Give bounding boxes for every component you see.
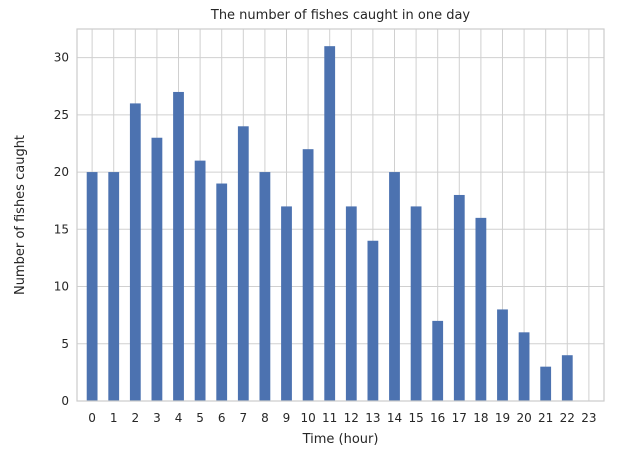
y-tick-label: 0 [61,394,69,408]
bar-hour-6 [216,183,228,401]
x-tick-label: 20 [516,411,531,425]
bar-hour-5 [194,160,206,401]
x-tick-label: 11 [322,411,337,425]
x-tick-label: 18 [473,411,488,425]
bar-hour-18 [475,217,487,401]
bar-hour-19 [497,309,508,401]
bar-hour-16 [432,320,444,401]
x-tick-label: 6 [218,411,226,425]
bar-hour-12 [345,206,357,401]
x-tick-label: 12 [344,411,359,425]
bar-hour-8 [259,172,271,401]
bar-hour-22 [561,355,573,401]
bar-hour-21 [540,366,552,401]
x-axis-label: Time (hour) [302,432,379,447]
x-tick-label: 1 [110,411,118,425]
y-tick-label: 15 [54,222,69,236]
bar-hour-1 [108,172,120,401]
bar-hour-2 [129,103,141,402]
x-tick-labels: 0 1 2 3 4 5 6 7 8 9 10 11 12 13 14 15 16 17 18 19 20 21 22 23 [88,411,596,425]
bar-hour-11 [324,46,336,402]
x-tick-label: 2 [131,411,139,425]
bar-hour-20 [518,332,530,401]
x-tick-label: 4 [175,411,183,425]
x-tick-label: 0 [88,411,96,425]
bar-hour-10 [302,149,314,401]
x-tick-label: 13 [365,411,380,425]
x-tick-label: 8 [261,411,269,425]
y-tick-label: 20 [54,165,69,179]
x-tick-label: 7 [239,411,247,425]
bar-hour-13 [367,240,379,401]
x-tick-label: 15 [408,411,423,425]
bar-hour-3 [151,137,163,401]
bar-hour-15 [410,206,422,401]
y-tick-label: 5 [61,337,69,351]
x-tick-label: 23 [581,411,596,425]
bar-hour-0 [86,172,98,401]
x-tick-label: 22 [560,411,575,425]
y-tick-labels: 0 5 10 15 20 25 30 [54,51,69,408]
bar-hour-14 [389,172,400,401]
plot-frame [76,28,605,402]
bars [86,46,573,402]
bar-hour-17 [453,194,465,401]
y-tick-label: 30 [54,51,69,65]
x-tick-label: 21 [538,411,553,425]
x-tick-label: 3 [153,411,161,425]
x-tick-label: 14 [387,411,402,425]
x-tick-label: 17 [452,411,467,425]
chart-title: The number of fishes caught in one day [210,8,471,23]
x-tick-label: 5 [196,411,204,425]
y-tick-label: 25 [54,108,69,122]
y-tick-label: 10 [54,280,69,294]
x-tick-label: 19 [495,411,510,425]
bar-hour-9 [281,206,292,401]
x-tick-label: 9 [283,411,291,425]
x-tick-label: 16 [430,411,445,425]
bar-hour-4 [173,91,184,401]
bar-hour-7 [237,126,249,402]
x-tick-label: 10 [300,411,315,425]
y-axis-label: Number of fishes caught [13,135,28,295]
